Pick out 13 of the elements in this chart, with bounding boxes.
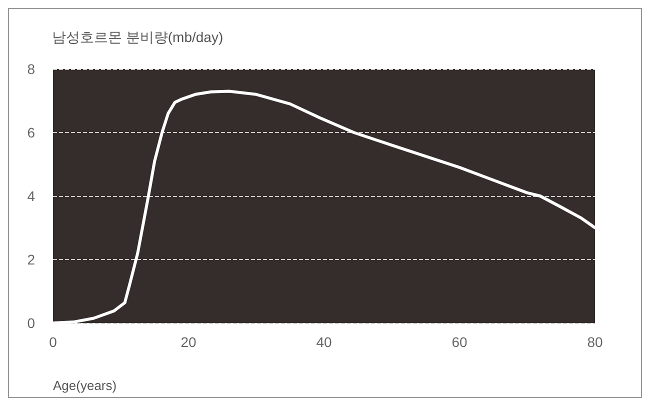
line-series — [52, 90, 596, 324]
x-axis-title: Age(years) — [53, 378, 117, 393]
y-tick-label: 8 — [27, 61, 36, 77]
x-tick-label: 40 — [316, 334, 332, 350]
x-tick-label: 60 — [452, 334, 468, 350]
y-tick-label: 4 — [27, 188, 36, 204]
x-tick-label: 0 — [49, 334, 58, 350]
y-tick-label: 6 — [27, 124, 36, 140]
y-tick-label: 0 — [27, 315, 36, 331]
y-tick-label: 2 — [27, 252, 36, 268]
chart-title: 남성호르몬 분비량(mb/day) — [52, 29, 224, 45]
x-tick-label: 20 — [180, 334, 196, 350]
x-tick-label: 80 — [587, 334, 603, 350]
